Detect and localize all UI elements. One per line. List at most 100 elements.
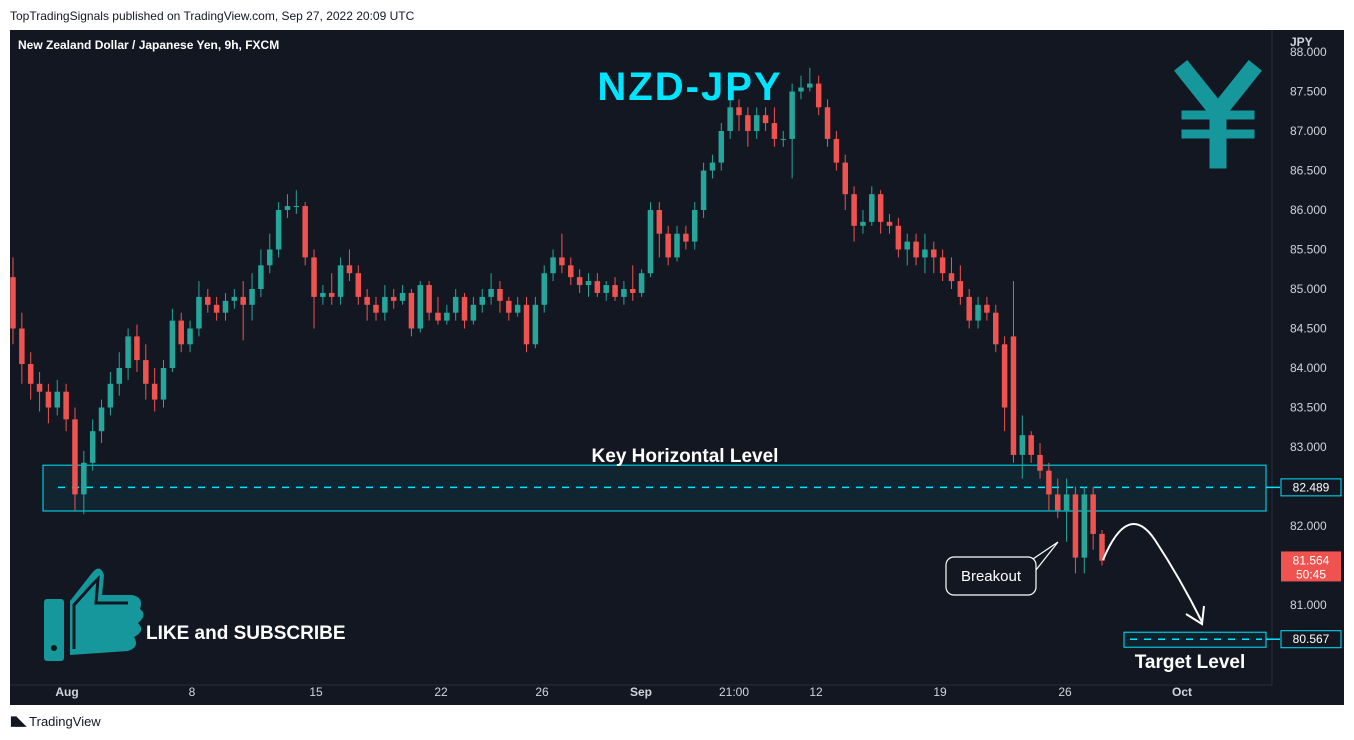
- candle: [1001, 336, 1008, 432]
- candle: [550, 249, 556, 282]
- x-tick-label: 21:00: [719, 685, 749, 699]
- candle: [851, 186, 857, 242]
- last-price-value: 81.564: [1293, 553, 1330, 567]
- key-level-label: Key Horizontal Level: [592, 446, 779, 467]
- candle: [470, 296, 477, 325]
- y-axis: 88.000 87.500 87.000 86.500 86.000 85.500 85.0…: [1290, 45, 1327, 612]
- candle: [931, 241, 937, 274]
- candle: [621, 281, 627, 305]
- candle: [1072, 486, 1079, 574]
- candle: [497, 281, 503, 313]
- candle: [922, 233, 928, 274]
- x-tick-label: 8: [189, 685, 196, 699]
- candle: [807, 67, 813, 92]
- candle: [284, 194, 291, 218]
- candle: [541, 265, 547, 313]
- candle: [1063, 478, 1070, 542]
- candle: [452, 289, 459, 321]
- candle: [213, 296, 220, 321]
- candle: [187, 320, 193, 353]
- candle: [559, 233, 565, 274]
- x-tick-label: 26: [1058, 685, 1072, 699]
- tradingview-footer[interactable]: ▮◣ TradingView: [10, 713, 101, 729]
- candle: [780, 131, 787, 147]
- candle: [1081, 486, 1088, 574]
- candle: [860, 210, 866, 234]
- x-axis: Aug 8 15 22 26 Sep 21:00 12 19 26 Oct: [55, 685, 1192, 699]
- candle: [1010, 281, 1017, 463]
- chart-canvas[interactable]: Key Horizontal Level Target Level JPY 88…: [10, 30, 1344, 705]
- candle: [842, 154, 848, 210]
- y-tick-label: 84.000: [1290, 361, 1327, 375]
- candle: [196, 281, 202, 337]
- candle: [594, 273, 601, 297]
- candle: [762, 107, 769, 131]
- candles: [10, 67, 1105, 574]
- candle: [426, 281, 432, 321]
- target-level-price-badge: 80.567: [1266, 630, 1342, 649]
- candle: [683, 225, 689, 250]
- candle: [674, 225, 680, 262]
- y-tick-label: 83.000: [1290, 440, 1327, 454]
- candle: [833, 131, 840, 171]
- svg-text:Breakout: Breakout: [961, 568, 1022, 585]
- y-tick-label: 87.500: [1290, 85, 1327, 99]
- candle: [824, 99, 831, 147]
- candle: [240, 281, 246, 341]
- candle: [328, 273, 335, 305]
- y-tick-label: 81.000: [1290, 598, 1327, 612]
- candle: [691, 202, 698, 250]
- published-caption: TopTradingSignals published on TradingVi…: [10, 9, 415, 23]
- svg-text:80.567: 80.567: [1293, 632, 1330, 646]
- candle: [948, 257, 955, 289]
- footer-brand: TradingView: [29, 713, 101, 729]
- candle: [523, 296, 530, 353]
- candle: [576, 269, 583, 293]
- candle: [1099, 529, 1105, 566]
- x-tick-label: 26: [535, 685, 549, 699]
- candle: [753, 107, 760, 139]
- candle: [435, 296, 441, 325]
- candle: [975, 296, 981, 329]
- candle: [320, 285, 326, 305]
- candle: [337, 257, 344, 305]
- candle: [568, 257, 574, 286]
- svg-text:82.489: 82.489: [1293, 480, 1330, 494]
- candle: [178, 312, 184, 353]
- candle: [709, 154, 716, 179]
- price-chart[interactable]: Key Horizontal Level Target Level JPY 88…: [10, 30, 1344, 705]
- candle: [54, 379, 61, 416]
- candle: [745, 107, 751, 147]
- candle: [479, 289, 485, 313]
- candle: [1090, 486, 1096, 550]
- headline: NZD-JPY: [597, 65, 782, 109]
- candle: [895, 217, 902, 258]
- candle: [939, 249, 946, 282]
- candle: [1046, 462, 1052, 511]
- x-tick-label: 19: [933, 685, 947, 699]
- candle: [373, 296, 379, 321]
- candle: [789, 83, 795, 179]
- candle: [1019, 415, 1026, 479]
- candle: [390, 289, 397, 309]
- candle: [984, 296, 990, 321]
- candle: [736, 99, 742, 131]
- candle: [160, 360, 167, 408]
- candle: [1054, 478, 1061, 519]
- x-tick-label: 12: [809, 685, 823, 699]
- candle: [488, 273, 494, 305]
- candle: [231, 289, 238, 309]
- y-tick-label: 84.500: [1290, 322, 1327, 336]
- candle: [346, 249, 353, 282]
- x-tick-label: Sep: [630, 685, 652, 699]
- candle: [36, 371, 43, 412]
- candle: [134, 324, 140, 372]
- y-tick-label: 87.000: [1290, 124, 1327, 138]
- target-level-label: Target Level: [1135, 652, 1246, 673]
- candle: [293, 190, 300, 214]
- candle: [81, 450, 87, 515]
- candle: [718, 123, 725, 171]
- last-price-badge: 81.564 50:45: [1281, 551, 1341, 582]
- countdown-value: 50:45: [1296, 567, 1326, 581]
- candle: [700, 162, 707, 218]
